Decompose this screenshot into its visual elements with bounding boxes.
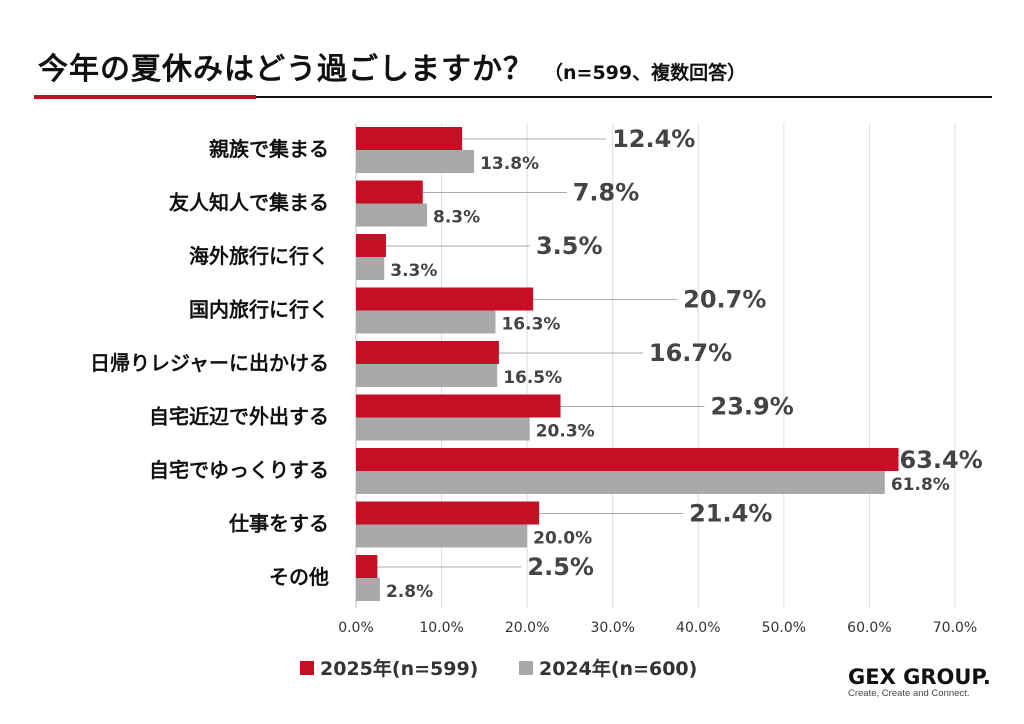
value-label-2025: 7.8% xyxy=(573,179,640,207)
value-label-2025: 20.7% xyxy=(683,286,766,314)
category-label: 自宅でゆっくりする xyxy=(149,458,329,482)
value-label-2024: 2.8% xyxy=(386,582,433,602)
value-label-2024: 3.3% xyxy=(390,261,437,281)
x-tick-label: 60.0% xyxy=(847,620,891,636)
title-accent-rule xyxy=(34,95,256,99)
value-label-2025: 16.7% xyxy=(649,339,732,367)
x-tick-label: 10.0% xyxy=(419,620,463,636)
value-label-2024: 20.0% xyxy=(533,529,592,549)
category-label: 海外旅行に行く xyxy=(189,244,329,268)
category-label: 日帰りレジャーに出かける xyxy=(90,351,329,375)
legend-label-2024: 2024年(n=600) xyxy=(538,658,698,680)
value-label-2024: 8.3% xyxy=(433,208,480,228)
category-label: その他 xyxy=(269,565,329,589)
company-logo: GEX GROUP. Create, Create and Connect. xyxy=(848,666,998,700)
bar-2024 xyxy=(356,257,385,280)
x-tick-label: 20.0% xyxy=(505,620,549,636)
chart-title-block: 今年の夏休みはどう過ごしますか？ （n=599、複数回答） xyxy=(38,44,746,88)
bar-2024 xyxy=(356,524,528,548)
bar-2024 xyxy=(356,364,498,387)
value-label-2025: 23.9% xyxy=(711,393,794,421)
legend-item-2025: 2025年(n=599) xyxy=(300,654,478,681)
bar-2025 xyxy=(356,394,561,418)
legend-swatch-2024 xyxy=(518,660,533,675)
bar-2024 xyxy=(356,578,380,601)
category-label: 友人知人で集まる xyxy=(169,191,329,215)
bar-2024 xyxy=(356,310,496,334)
category-label: 自宅近辺で外出する xyxy=(149,405,329,429)
value-label-2025: 3.5% xyxy=(536,232,603,260)
bar-2025 xyxy=(356,234,386,257)
bar-2025 xyxy=(356,287,534,311)
bar-2025 xyxy=(356,180,423,204)
x-tick-label: 30.0% xyxy=(590,620,634,636)
x-tick-label: 70.0% xyxy=(933,620,977,636)
x-tick-label: 40.0% xyxy=(676,620,720,636)
value-label-2024: 16.3% xyxy=(501,315,560,335)
legend-label-2025: 2025年(n=599) xyxy=(320,658,479,680)
bar-2025 xyxy=(356,501,540,525)
bar-2024 xyxy=(356,471,885,494)
x-tick-label: 0.0% xyxy=(338,620,374,636)
value-label-2025: 12.4% xyxy=(612,125,695,153)
value-label-2024: 61.8% xyxy=(891,475,950,495)
bar-2024 xyxy=(356,417,530,441)
chart-legend: 2025年(n=599) 2024年(n=600) xyxy=(300,654,731,681)
logo-tagline: Create, Create and Connect. xyxy=(848,688,970,699)
x-tick-label: 50.0% xyxy=(762,620,806,636)
bar-2024 xyxy=(356,203,428,227)
value-label-2024: 20.3% xyxy=(536,422,595,442)
bar-2025 xyxy=(356,448,899,471)
legend-swatch-2025 xyxy=(300,660,314,675)
category-label: 国内旅行に行く xyxy=(189,298,329,322)
legend-item-2024: 2024年(n=600) xyxy=(518,654,698,681)
value-label-2025: 63.4% xyxy=(900,446,983,474)
logo-name: GEX GROUP. xyxy=(848,665,991,689)
title-underline-rule xyxy=(256,96,992,98)
chart-title: 今年の夏休みはどう過ごしますか？ xyxy=(38,52,534,87)
bar-2024 xyxy=(356,150,475,173)
chart-subtitle: （n=599、複数回答） xyxy=(544,62,747,84)
bar-2025 xyxy=(356,127,463,150)
value-label-2025: 2.5% xyxy=(527,553,594,581)
category-label: 親族で集まる xyxy=(209,137,329,161)
value-label-2024: 13.8% xyxy=(480,154,539,174)
bar-2025 xyxy=(356,555,378,578)
value-label-2024: 16.5% xyxy=(503,368,562,388)
bar-2025 xyxy=(356,341,499,364)
value-label-2025: 21.4% xyxy=(689,500,772,528)
category-label: 仕事をする xyxy=(228,512,329,536)
